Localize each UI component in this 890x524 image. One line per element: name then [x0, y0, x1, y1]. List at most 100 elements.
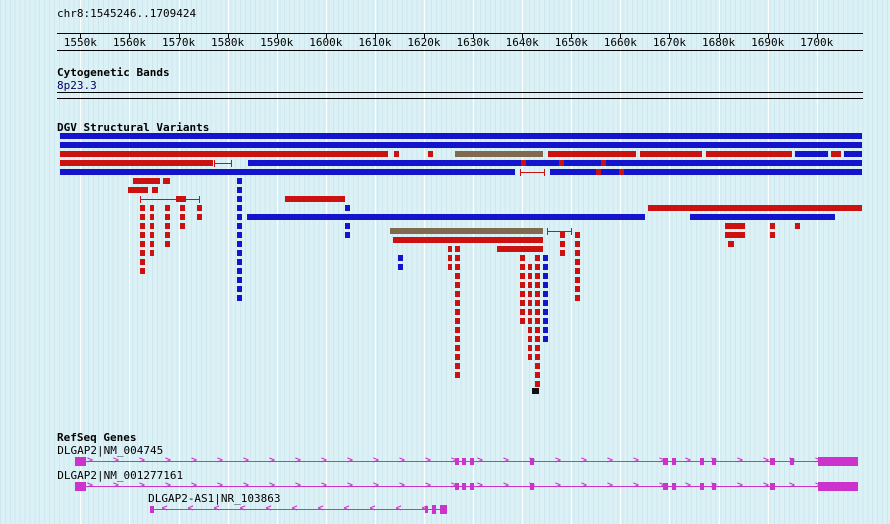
variant-dash[interactable] [542, 336, 548, 342]
variant-bar[interactable] [454, 151, 543, 157]
variant-dash[interactable] [542, 327, 548, 333]
variant-dash[interactable] [519, 264, 525, 270]
variant-dash[interactable] [344, 232, 350, 238]
variant-dash[interactable] [527, 264, 533, 270]
variant-dash[interactable] [535, 282, 541, 288]
variant-bracket[interactable] [546, 228, 572, 235]
variant-dash[interactable] [164, 214, 170, 220]
variant-bar[interactable] [600, 160, 606, 166]
variant-bar[interactable] [549, 169, 862, 175]
variant-dash[interactable] [559, 241, 565, 247]
gene-exon[interactable] [461, 458, 466, 465]
variant-bar[interactable] [389, 228, 543, 234]
variant-dash[interactable] [527, 336, 533, 342]
variant-dash[interactable] [454, 282, 460, 288]
variant-dash[interactable] [574, 232, 580, 238]
variant-bar[interactable] [284, 196, 345, 202]
variant-bar[interactable] [162, 178, 170, 184]
variant-dash[interactable] [236, 268, 242, 274]
variant-bar[interactable] [547, 151, 636, 157]
variant-bar[interactable] [794, 223, 801, 229]
gene-exon[interactable] [769, 458, 775, 465]
variant-bar[interactable] [392, 237, 543, 243]
gene-exon[interactable] [74, 457, 87, 466]
variant-dash[interactable] [454, 273, 460, 279]
variant-dash[interactable] [196, 214, 202, 220]
variant-dash[interactable] [139, 205, 145, 211]
variant-dash[interactable] [535, 345, 541, 351]
variant-dash[interactable] [535, 309, 541, 315]
gene-exon[interactable] [529, 483, 535, 490]
gene-exon[interactable] [149, 506, 154, 513]
variant-dash[interactable] [149, 232, 155, 238]
variant-dash[interactable] [535, 318, 541, 324]
gene-exon[interactable] [454, 458, 459, 465]
variant-dash[interactable] [454, 354, 460, 360]
gene-exon[interactable] [662, 483, 668, 490]
gene-exon[interactable] [671, 483, 676, 490]
variant-dash[interactable] [527, 345, 533, 351]
variant-dash[interactable] [454, 255, 460, 261]
variant-dash[interactable] [454, 246, 460, 252]
gene-exon[interactable] [769, 483, 775, 490]
variant-dash[interactable] [454, 336, 460, 342]
gene-exon[interactable] [74, 482, 87, 491]
ruler[interactable]: 1550k 1560k 1570k 1580k 1590k 1600k 1610k 1620k… [0, 0, 890, 60]
variant-dash[interactable] [454, 291, 460, 297]
variant-dash[interactable] [527, 354, 533, 360]
variant-dash[interactable] [236, 187, 242, 193]
gene-label[interactable]: DLGAP2|NM_001277161 [57, 469, 184, 482]
variant-dash[interactable] [535, 381, 541, 387]
variant-bar[interactable] [724, 223, 746, 229]
variant-dash[interactable] [574, 241, 580, 247]
variant-dash[interactable] [344, 205, 350, 211]
variant-dash[interactable] [519, 273, 525, 279]
variant-dash[interactable] [164, 232, 170, 238]
variant-bar[interactable] [132, 178, 160, 184]
gene-exon[interactable] [662, 458, 668, 465]
variant-bar[interactable] [59, 169, 515, 175]
variant-dash[interactable] [527, 300, 533, 306]
variant-dash[interactable] [139, 268, 145, 274]
variant-dash[interactable] [574, 295, 580, 301]
variant-dash[interactable] [535, 354, 541, 360]
variant-dash[interactable] [519, 255, 525, 261]
gene-exon[interactable] [461, 483, 466, 490]
variant-bar[interactable] [690, 214, 835, 220]
variant-dash[interactable] [236, 196, 242, 202]
variant-bar[interactable] [647, 205, 862, 211]
variant-bar[interactable] [427, 151, 433, 157]
gene-label[interactable]: DLGAP2|NM_004745 [57, 444, 164, 457]
variant-dash[interactable] [519, 291, 525, 297]
variant-dash[interactable] [542, 318, 548, 324]
variant-dash[interactable] [236, 295, 242, 301]
variant-dash[interactable] [454, 318, 460, 324]
variant-dash[interactable] [542, 309, 548, 315]
variant-dash[interactable] [139, 259, 145, 265]
variant-dash[interactable] [535, 327, 541, 333]
variant-dash[interactable] [164, 205, 170, 211]
variant-dash[interactable] [454, 327, 460, 333]
variant-dash[interactable] [454, 345, 460, 351]
variant-bar[interactable] [724, 232, 746, 238]
variant-dash[interactable] [454, 309, 460, 315]
variant-bar[interactable] [558, 160, 564, 166]
variant-dash[interactable] [535, 273, 541, 279]
variant-dash[interactable] [559, 250, 565, 256]
variant-dash[interactable] [236, 223, 242, 229]
variant-dash[interactable] [535, 300, 541, 306]
gene-line[interactable] [149, 509, 447, 510]
variant-dash[interactable] [447, 246, 453, 252]
variant-dash[interactable] [139, 214, 145, 220]
variant-bar[interactable] [152, 187, 158, 193]
variant-dash[interactable] [535, 372, 541, 378]
gene-exon[interactable] [469, 458, 475, 465]
variant-dash[interactable] [236, 214, 242, 220]
gene-label[interactable]: DLGAP2-AS1|NR_103863 [148, 492, 281, 505]
variant-dash[interactable] [344, 214, 350, 220]
variant-dash[interactable] [149, 205, 155, 211]
variant-bar[interactable] [520, 160, 526, 166]
variant-dash[interactable] [542, 273, 548, 279]
variant-dash[interactable] [164, 223, 170, 229]
variant-dash[interactable] [542, 282, 548, 288]
